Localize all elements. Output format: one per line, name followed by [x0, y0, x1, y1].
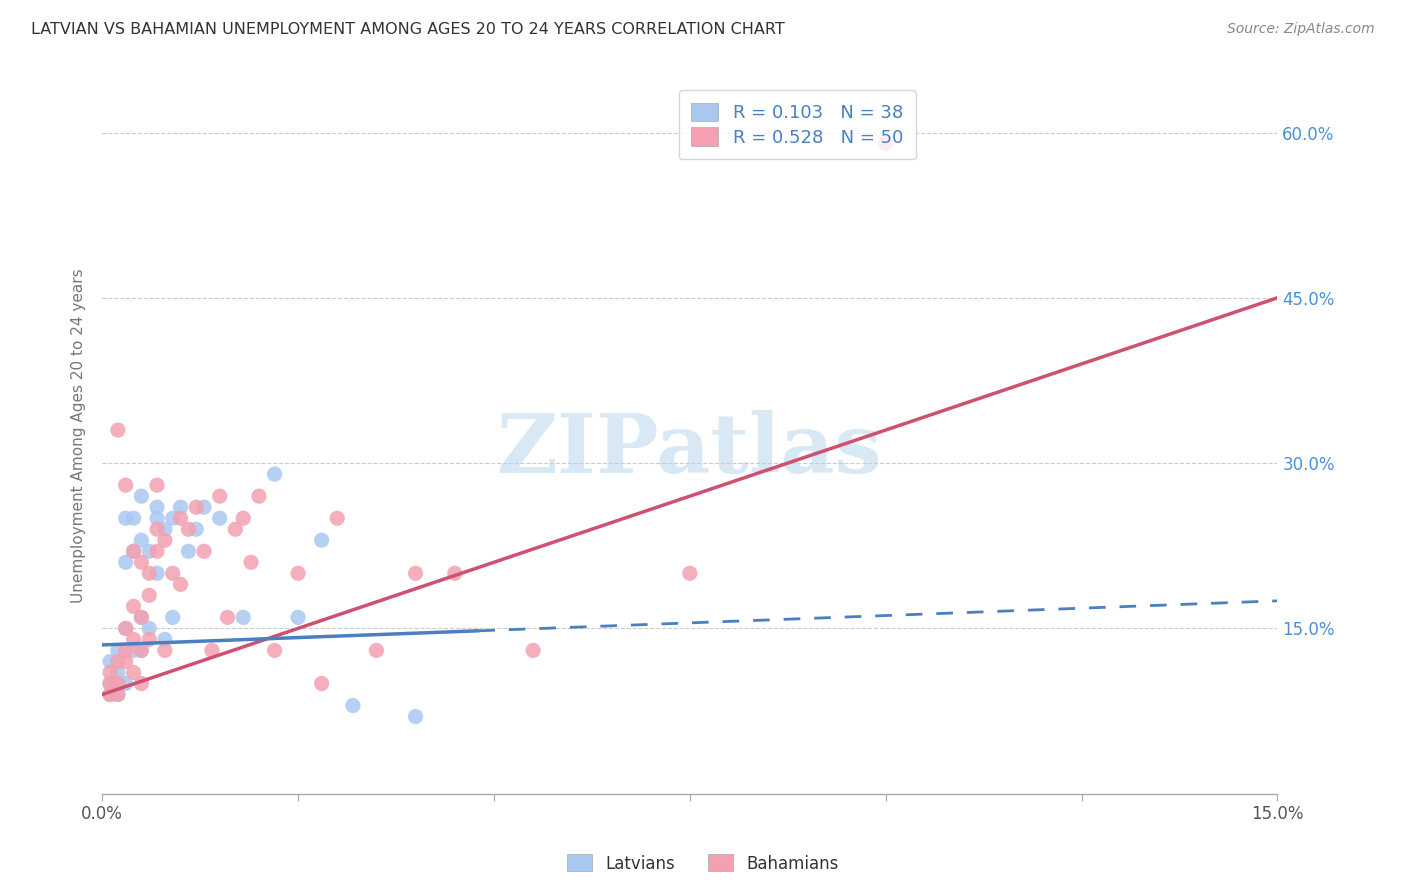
Point	[146, 522, 169, 536]
Point	[169, 500, 191, 515]
Point	[522, 643, 544, 657]
Point	[114, 621, 136, 635]
Point	[114, 676, 136, 690]
Point	[107, 688, 129, 702]
Point	[162, 566, 184, 581]
Point	[263, 643, 285, 657]
Point	[98, 688, 121, 702]
Point	[443, 566, 465, 581]
Point	[153, 533, 176, 548]
Point	[153, 632, 176, 647]
Point	[240, 555, 263, 569]
Point	[146, 544, 169, 558]
Point	[287, 610, 309, 624]
Point	[232, 610, 254, 624]
Point	[107, 688, 129, 702]
Point	[122, 544, 145, 558]
Point	[114, 621, 136, 635]
Point	[131, 555, 153, 569]
Point	[114, 511, 136, 525]
Point	[107, 665, 129, 680]
Point	[131, 610, 153, 624]
Point	[208, 489, 231, 503]
Point	[122, 511, 145, 525]
Point	[366, 643, 388, 657]
Point	[326, 511, 349, 525]
Point	[107, 643, 129, 657]
Point	[311, 533, 333, 548]
Point	[98, 688, 121, 702]
Point	[138, 566, 160, 581]
Y-axis label: Unemployment Among Ages 20 to 24 years: Unemployment Among Ages 20 to 24 years	[72, 268, 86, 603]
Point	[177, 544, 200, 558]
Point	[98, 665, 121, 680]
Point	[162, 610, 184, 624]
Point	[169, 577, 191, 591]
Point	[311, 676, 333, 690]
Point	[146, 500, 169, 515]
Point	[114, 555, 136, 569]
Point	[138, 621, 160, 635]
Point	[193, 500, 215, 515]
Point	[162, 511, 184, 525]
Point	[131, 643, 153, 657]
Point	[131, 489, 153, 503]
Point	[98, 676, 121, 690]
Point	[217, 610, 239, 624]
Point	[131, 643, 153, 657]
Point	[107, 423, 129, 437]
Point	[107, 655, 129, 669]
Point	[153, 643, 176, 657]
Point	[169, 511, 191, 525]
Point	[405, 566, 427, 581]
Point	[201, 643, 224, 657]
Point	[114, 478, 136, 492]
Point	[122, 544, 145, 558]
Point	[193, 544, 215, 558]
Point	[122, 665, 145, 680]
Point	[875, 136, 897, 151]
Point	[131, 533, 153, 548]
Point	[131, 610, 153, 624]
Point	[107, 676, 129, 690]
Point	[186, 522, 208, 536]
Point	[263, 467, 285, 482]
Point	[138, 632, 160, 647]
Point	[405, 709, 427, 723]
Point	[114, 643, 136, 657]
Point	[98, 676, 121, 690]
Text: Source: ZipAtlas.com: Source: ZipAtlas.com	[1227, 22, 1375, 37]
Point	[146, 478, 169, 492]
Point	[342, 698, 364, 713]
Point	[146, 566, 169, 581]
Point	[122, 599, 145, 614]
Legend: R = 0.103   N = 38, R = 0.528   N = 50: R = 0.103 N = 38, R = 0.528 N = 50	[679, 90, 915, 160]
Point	[114, 655, 136, 669]
Point	[153, 522, 176, 536]
Legend: Latvians, Bahamians: Latvians, Bahamians	[560, 847, 846, 880]
Point	[287, 566, 309, 581]
Point	[138, 588, 160, 602]
Point	[98, 655, 121, 669]
Point	[177, 522, 200, 536]
Text: ZIPatlas: ZIPatlas	[498, 410, 883, 490]
Point	[224, 522, 246, 536]
Point	[208, 511, 231, 525]
Point	[146, 511, 169, 525]
Text: LATVIAN VS BAHAMIAN UNEMPLOYMENT AMONG AGES 20 TO 24 YEARS CORRELATION CHART: LATVIAN VS BAHAMIAN UNEMPLOYMENT AMONG A…	[31, 22, 785, 37]
Point	[138, 544, 160, 558]
Point	[122, 632, 145, 647]
Point	[107, 676, 129, 690]
Point	[186, 500, 208, 515]
Point	[122, 643, 145, 657]
Point	[679, 566, 702, 581]
Point	[131, 676, 153, 690]
Point	[247, 489, 270, 503]
Point	[232, 511, 254, 525]
